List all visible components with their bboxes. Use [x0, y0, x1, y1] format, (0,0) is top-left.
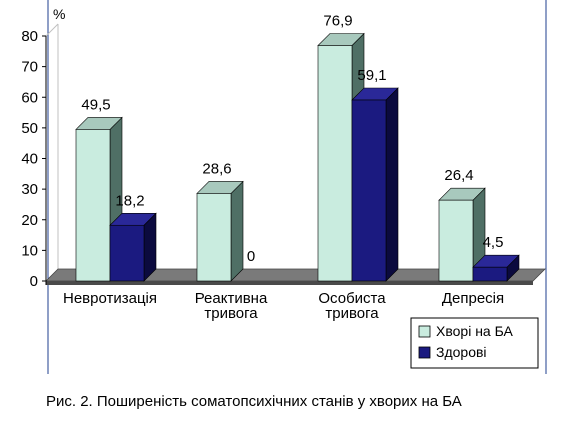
bar-value-label: 26,4: [444, 167, 473, 184]
legend-label: Здорові: [436, 344, 487, 360]
legend-swatch: [418, 325, 431, 338]
floor-front: [46, 281, 533, 285]
category-label: Невротизація: [63, 290, 157, 307]
y-tick-label: 0: [30, 273, 38, 290]
bar: [109, 224, 145, 282]
y-tick-label: 20: [21, 212, 38, 229]
bar-side: [230, 180, 244, 282]
y-tick-label: 70: [21, 59, 38, 76]
bar-value-label: 4,5: [483, 234, 504, 251]
y-tick-label: 40: [21, 151, 38, 168]
figure-caption: Рис. 2. Поширеність соматопсихічних стан…: [46, 393, 462, 410]
bar-value-label: 59,1: [357, 67, 386, 84]
legend-label: Хворі на БА: [436, 323, 513, 339]
y-tick-label: 10: [21, 242, 38, 259]
bar: [75, 129, 111, 282]
bar-value-label: 0: [247, 248, 255, 265]
y-tick-label: 30: [21, 181, 38, 198]
y-tick-label: 60: [21, 89, 38, 106]
y-tick-label: 50: [21, 120, 38, 137]
category-label: тривога: [325, 305, 379, 322]
back-wall-top-edge: [45, 23, 59, 37]
bar: [317, 45, 353, 282]
bar: [472, 266, 508, 282]
bar-value-label: 18,2: [115, 192, 144, 209]
y-tick-label: 80: [21, 28, 38, 45]
category-label: Реактивна: [195, 290, 268, 307]
bar-value-label: 28,6: [202, 160, 231, 177]
category-label: Депресія: [442, 290, 504, 307]
legend-swatch: [418, 346, 431, 359]
category-label: Особиста: [318, 290, 386, 307]
bar-side: [385, 87, 399, 282]
legend-box: [410, 317, 539, 369]
bar-value-label: 76,9: [323, 12, 352, 29]
bar: [351, 99, 387, 282]
bar: [196, 193, 232, 282]
bar-value-label: 49,5: [81, 96, 110, 113]
category-label: тривога: [204, 305, 258, 322]
y-unit-label: %: [53, 6, 65, 22]
bar: [438, 199, 474, 282]
